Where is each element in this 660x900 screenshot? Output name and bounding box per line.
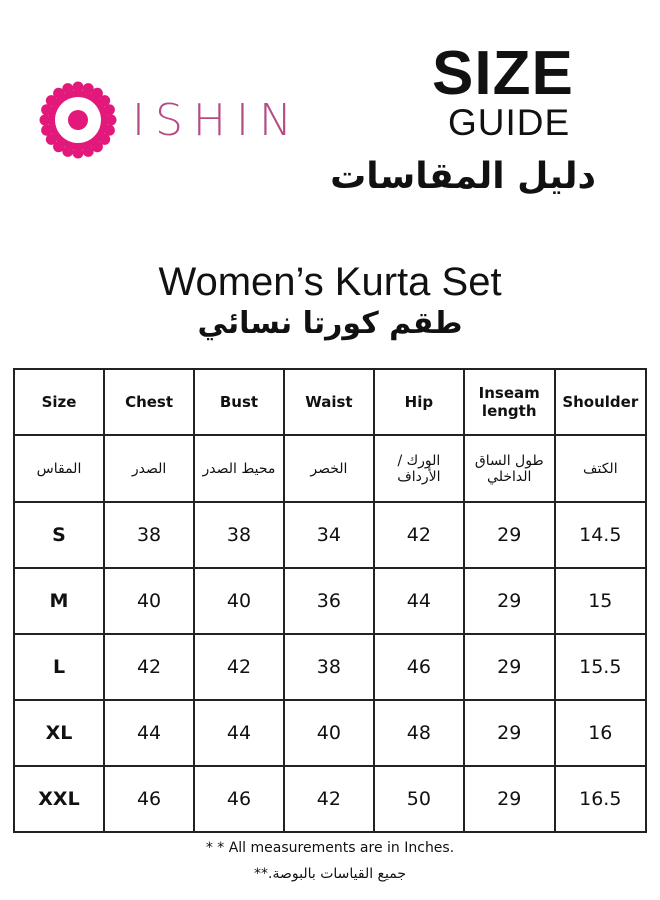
table-cell: 29 bbox=[462, 765, 556, 833]
table-cell: 44 bbox=[372, 567, 465, 635]
table-row: XXL 46 46 42 50 29 16.5 bbox=[13, 765, 648, 833]
table-cell: 15 bbox=[553, 567, 648, 635]
table-row: XL 44 44 40 48 29 16 bbox=[13, 699, 648, 767]
table-cell: 46 bbox=[102, 765, 196, 833]
table-cell: 36 bbox=[282, 567, 375, 635]
table-cell: 42 bbox=[282, 765, 375, 833]
table-cell: 38 bbox=[193, 501, 285, 569]
table-cell: S bbox=[13, 501, 105, 569]
header-cell-ar: الورك / الأرداف bbox=[372, 434, 465, 503]
header-cell: Hip bbox=[372, 368, 465, 436]
header-cell-ar: محيط الصدر bbox=[193, 434, 285, 503]
subtitle-arabic: طقم كورتا نسائي bbox=[197, 306, 463, 341]
table-cell: 14.5 bbox=[553, 501, 648, 569]
table-cell: 40 bbox=[102, 567, 196, 635]
header-cell-ar: الخصر bbox=[282, 434, 375, 503]
table-cell: M bbox=[13, 567, 105, 635]
table-cell: XXL bbox=[13, 765, 105, 833]
table-cell: 15.5 bbox=[553, 633, 648, 701]
header-cell-ar: المقاس bbox=[13, 434, 105, 503]
header-row-arabic: المقاس الصدر محيط الصدر الخصر الورك / ال… bbox=[13, 434, 648, 503]
header-cell: Size bbox=[13, 368, 105, 436]
table-cell: 29 bbox=[462, 633, 556, 701]
header-cell: Waist bbox=[282, 368, 375, 436]
title-size: SIZE bbox=[432, 39, 574, 108]
header-row: Size Chest Bust Waist Hip Inseam length … bbox=[13, 368, 648, 436]
footnote: * * All measurements are in Inches. bbox=[205, 840, 455, 856]
header-cell-ar: طول الساق الداخلي bbox=[462, 434, 556, 503]
table-cell: 34 bbox=[282, 501, 375, 569]
table-cell: 16.5 bbox=[553, 765, 648, 833]
title-guide: GUIDE bbox=[448, 102, 571, 143]
header-cell: Chest bbox=[102, 368, 196, 436]
subtitle: Women’s Kurta Set bbox=[158, 260, 502, 304]
table-cell: 50 bbox=[372, 765, 465, 833]
table-row: S 38 38 34 42 29 14.5 bbox=[13, 501, 648, 569]
table-cell: 44 bbox=[193, 699, 285, 767]
table-cell: 29 bbox=[462, 699, 556, 767]
table-cell: XL bbox=[13, 699, 105, 767]
table-cell: 16 bbox=[553, 699, 648, 767]
table-cell: 38 bbox=[282, 633, 375, 701]
table-cell: 38 bbox=[102, 501, 196, 569]
header-cell: Inseam length bbox=[462, 368, 556, 436]
size-table: Size Chest Bust Waist Hip Inseam length … bbox=[13, 368, 648, 833]
table-row: M 40 40 36 44 29 15 bbox=[13, 567, 648, 635]
table-cell: 44 bbox=[102, 699, 196, 767]
header-cell: Bust bbox=[193, 368, 285, 436]
footnote-arabic: جميع القياسات بالبوصة.** bbox=[254, 866, 406, 882]
header-cell: Shoulder bbox=[553, 368, 648, 436]
table-cell: 29 bbox=[462, 567, 556, 635]
brand-name: ISHIN bbox=[132, 94, 302, 146]
table-cell: 40 bbox=[193, 567, 285, 635]
table-cell: 48 bbox=[372, 699, 465, 767]
table-cell: 29 bbox=[462, 501, 556, 569]
table-cell: 42 bbox=[193, 633, 285, 701]
table-cell: 46 bbox=[372, 633, 465, 701]
title-arabic: دليل المقاسات bbox=[330, 156, 596, 197]
table-cell: L bbox=[13, 633, 105, 701]
table-cell: 46 bbox=[193, 765, 285, 833]
table-row: L 42 42 38 46 29 15.5 bbox=[13, 633, 648, 701]
header-cell-ar: الكتف bbox=[553, 434, 648, 503]
header-cell-ar: الصدر bbox=[102, 434, 196, 503]
brand-logo: ISHIN bbox=[38, 80, 302, 160]
table-cell: 40 bbox=[282, 699, 375, 767]
flower-logo-icon bbox=[39, 81, 117, 159]
table-cell: 42 bbox=[102, 633, 196, 701]
table-cell: 42 bbox=[372, 501, 465, 569]
